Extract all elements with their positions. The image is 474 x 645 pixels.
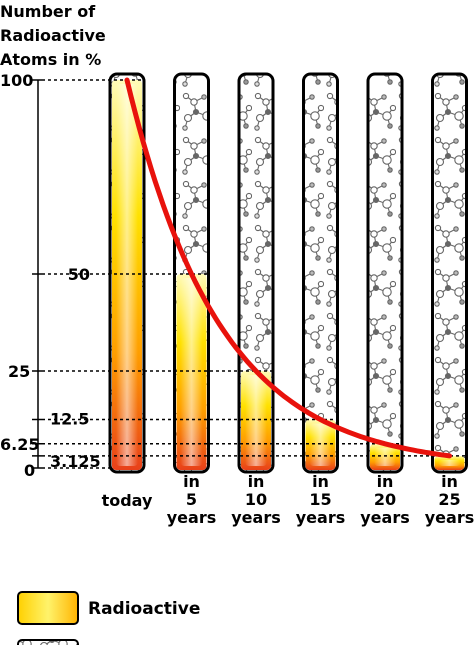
x-label-5: in 25 years (425, 472, 474, 527)
bar-2 (237, 72, 275, 474)
legend-swatch-0 (17, 591, 79, 625)
bars-layer (108, 72, 468, 474)
legend-item-0: Radioactive (17, 591, 200, 625)
y-tick-label-5: 3.125 (50, 452, 101, 471)
decay-curve (124, 77, 452, 459)
y-tick-label-6: 0 (24, 461, 35, 480)
y-axis-title: Number of Radioactive Atoms in % (0, 2, 106, 69)
y-tick-label-0: 100 (0, 71, 33, 90)
x-label-2: in 10 years (231, 472, 281, 527)
x-label-3: in 15 years (296, 472, 346, 527)
x-label-1: in 5 years (167, 472, 217, 527)
legend-layer: Radioactive Non-radioactive (17, 591, 200, 645)
legend-item-1: Non-radioactive (17, 639, 79, 645)
legend-swatch-1 (17, 639, 79, 645)
y-tick-label-1: 50 (68, 265, 90, 284)
bar-3 (302, 72, 339, 474)
y-tick-label-4: 6.25 (0, 435, 39, 454)
y-tick-label-2: 25 (8, 362, 30, 381)
bar-4 (366, 72, 404, 474)
x-label-4: in 20 years (360, 472, 410, 527)
curve-layer (124, 77, 452, 459)
y-axis-layer: 100 50 25 12.5 6.25 3.125 0 (0, 71, 101, 480)
bar-5 (431, 72, 468, 474)
y-tick-label-3: 12.5 (50, 410, 89, 429)
x-labels-layer: today in 5 years in 10 years in 15 years in 20 years… (102, 472, 474, 527)
guides-layer (42, 79, 467, 469)
x-label-0: today (102, 491, 153, 510)
legend-label-0: Radioactive (88, 599, 200, 619)
